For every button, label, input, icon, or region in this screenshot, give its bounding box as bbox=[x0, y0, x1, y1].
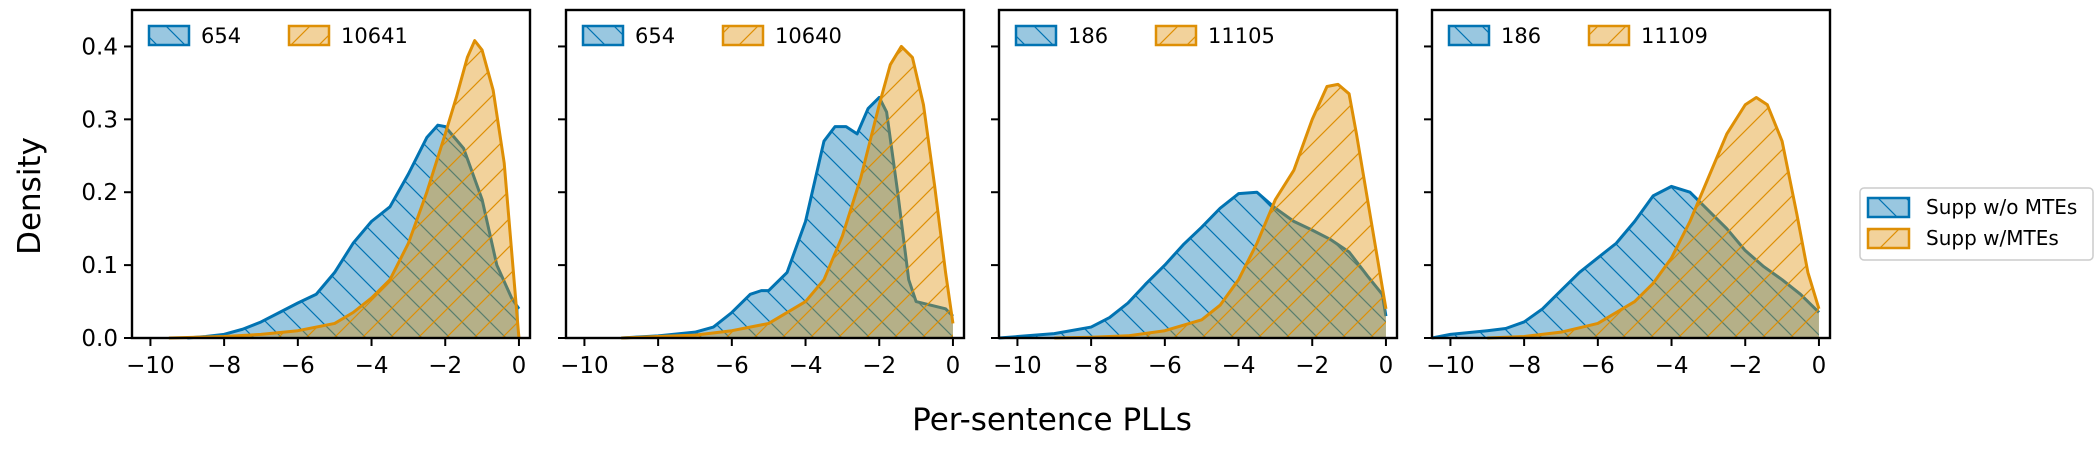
density-line bbox=[168, 39, 521, 340]
legend-swatch-hatch bbox=[147, 24, 191, 47]
x-tick-label: −4 bbox=[1222, 353, 1256, 379]
figure-legend-label: Supp w/o MTEs bbox=[1926, 195, 2077, 219]
panel-legend: 186 11109 bbox=[1447, 24, 1708, 48]
x-tick-label: −6 bbox=[715, 353, 749, 379]
legend-swatch-hatch bbox=[1866, 196, 1911, 219]
x-tick-label: −8 bbox=[641, 353, 675, 379]
panel-1: −10 −8 −6 −4 −2 0 0.0 0.1 0.2 0.3 0.4 654 10641 bbox=[81, 8, 532, 379]
series-orange-area bbox=[1054, 82, 1388, 340]
axes-frame bbox=[564, 8, 966, 340]
legend-count-label: 186 bbox=[1068, 24, 1108, 48]
x-tick-label: −4 bbox=[789, 353, 823, 379]
panel-legend: 186 11105 bbox=[1014, 24, 1275, 48]
figure-legend-item: Supp w/o MTEs bbox=[1866, 195, 2077, 219]
legend-count-label: 654 bbox=[635, 24, 675, 48]
x-tick-label: −2 bbox=[1295, 353, 1329, 379]
panel-legend-item: 654 bbox=[581, 24, 675, 48]
x-tick-label: −8 bbox=[207, 353, 241, 379]
x-tick-label: −8 bbox=[1074, 353, 1108, 379]
legend-swatch-hatch bbox=[1014, 24, 1058, 47]
legend-count-label: 186 bbox=[1501, 24, 1541, 48]
y-tick-label: 0.3 bbox=[81, 107, 118, 133]
y-tick-label: 0.1 bbox=[81, 253, 118, 279]
area-hatch bbox=[168, 40, 519, 339]
x-tick-label: −8 bbox=[1507, 353, 1541, 379]
y-axis-title: Density bbox=[12, 137, 48, 255]
axes-frame bbox=[130, 8, 532, 340]
series-orange-area bbox=[168, 39, 521, 340]
x-tick-label: −4 bbox=[1655, 353, 1689, 379]
figure-legend: Supp w/o MTEs Supp w/MTEs bbox=[1859, 187, 2094, 261]
legend-count-label: 10641 bbox=[341, 24, 408, 48]
series-orange-area bbox=[621, 44, 955, 340]
panel-legend-item: 186 bbox=[1447, 24, 1541, 48]
area-hatch bbox=[621, 46, 953, 338]
series-orange-area bbox=[1487, 95, 1821, 340]
legend-swatch-hatch bbox=[721, 24, 765, 47]
axes-frame bbox=[997, 8, 1399, 340]
area-hatch bbox=[1487, 97, 1819, 338]
legend-count-label: 654 bbox=[201, 24, 241, 48]
x-tick-label: −10 bbox=[1426, 353, 1475, 379]
figure-legend-item: Supp w/MTEs bbox=[1866, 226, 2059, 250]
legend-swatch-hatch bbox=[581, 24, 625, 47]
legend-count-label: 11109 bbox=[1641, 24, 1708, 48]
x-tick-label: −6 bbox=[1148, 353, 1182, 379]
panel-legend-item: 186 bbox=[1014, 24, 1108, 48]
x-tick-label: −2 bbox=[862, 353, 896, 379]
x-tick-label: −6 bbox=[281, 353, 315, 379]
x-tick-label: −2 bbox=[428, 353, 462, 379]
axes-frame bbox=[1430, 8, 1832, 340]
panel-legend-item: 10641 bbox=[287, 24, 408, 48]
panel-3: −10 −8 −6 −4 −2 0 186 11105 bbox=[991, 8, 1399, 379]
panel-legend: 654 10641 bbox=[147, 24, 408, 48]
x-tick-label: −10 bbox=[993, 353, 1042, 379]
y-tick-label: 0.2 bbox=[81, 180, 118, 206]
legend-swatch-hatch bbox=[1447, 24, 1491, 47]
y-tick-label: 0.0 bbox=[81, 326, 118, 352]
panel-legend-item: 10640 bbox=[721, 24, 842, 48]
x-tick-label: 0 bbox=[946, 353, 961, 379]
density-line bbox=[621, 44, 955, 340]
density-line bbox=[1054, 82, 1388, 340]
legend-swatch-hatch bbox=[1587, 24, 1631, 47]
figure-legend-label: Supp w/MTEs bbox=[1926, 226, 2059, 250]
panel-4: −10 −8 −6 −4 −2 0 186 11109 bbox=[1424, 8, 1832, 379]
x-tick-label: −10 bbox=[560, 353, 609, 379]
x-tick-label: −10 bbox=[126, 353, 175, 379]
x-tick-label: −4 bbox=[355, 353, 389, 379]
panel-legend: 654 10640 bbox=[581, 24, 842, 48]
x-axis-title: Per-sentence PLLs bbox=[912, 402, 1192, 438]
panel-2: −10 −8 −6 −4 −2 0 654 10640 bbox=[558, 8, 966, 379]
legend-swatch-hatch bbox=[1866, 227, 1911, 250]
legend-count-label: 11105 bbox=[1208, 24, 1275, 48]
panel-legend-item: 11105 bbox=[1154, 24, 1275, 48]
legend-swatch-hatch bbox=[287, 24, 331, 47]
y-tick-label: 0.4 bbox=[81, 34, 118, 60]
x-tick-label: 0 bbox=[1812, 353, 1827, 379]
x-tick-label: −6 bbox=[1581, 353, 1615, 379]
panel-legend-item: 654 bbox=[147, 24, 241, 48]
density-line bbox=[1487, 95, 1821, 340]
panels: −10 −8 −6 −4 −2 0 0.0 0.1 0.2 0.3 0.4 654 10641 −10 −8… bbox=[81, 8, 1832, 379]
figure-legend-frame bbox=[1859, 187, 2094, 261]
x-tick-label: 0 bbox=[512, 353, 527, 379]
x-tick-label: −2 bbox=[1728, 353, 1762, 379]
x-tick-label: 0 bbox=[1379, 353, 1394, 379]
panel-legend-item: 11109 bbox=[1587, 24, 1708, 48]
legend-count-label: 10640 bbox=[775, 24, 842, 48]
legend-swatch-hatch bbox=[1154, 24, 1198, 47]
